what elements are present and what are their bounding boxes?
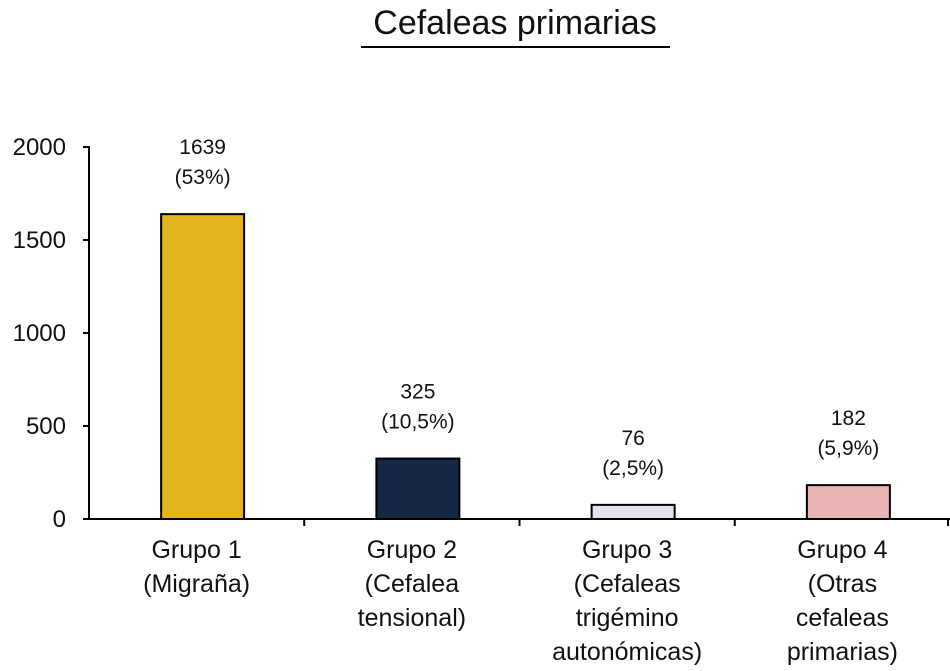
category-label: Grupo 2	[367, 536, 457, 564]
labels: 1639 (53%) Grupo 1 (Migraña) 325 (10,5%) Grupo…	[143, 136, 898, 666]
category-label: autonómicas)	[552, 638, 702, 666]
y-tick-label: 1000	[13, 320, 66, 347]
data-label-percent: (10,5%)	[381, 411, 455, 434]
bars	[160, 213, 891, 521]
bar-4	[805, 484, 891, 521]
data-label-value: 1639	[179, 136, 226, 159]
category-label: tensional)	[358, 604, 466, 632]
category-label: primarias)	[787, 638, 898, 666]
data-label-percent: (5,9%)	[817, 437, 879, 460]
bar-1	[160, 213, 246, 520]
category-label: (Migraña)	[143, 570, 250, 598]
bar-3	[590, 503, 676, 521]
category-label: cefaleas	[796, 604, 889, 632]
chart-title: Cefaleas primarias	[373, 4, 656, 42]
data-label-value: 325	[400, 381, 435, 404]
data-label-percent: (53%)	[175, 166, 231, 189]
y-tick-label: 500	[26, 413, 66, 440]
category-label: (Cefalea	[365, 570, 460, 598]
y-tick-label: 0	[53, 506, 66, 533]
bar-2	[375, 457, 461, 520]
category-label: trigémino	[576, 604, 679, 632]
y-tick-label: 1500	[13, 227, 66, 254]
category-label: Grupo 4	[797, 536, 887, 564]
data-label-value: 76	[621, 427, 644, 450]
data-label-percent: (2,5%)	[602, 457, 664, 480]
category-label: (Otras	[808, 570, 877, 598]
category-label: Grupo 1	[151, 536, 241, 564]
category-label: Grupo 3	[582, 536, 672, 564]
y-tick-label: 2000	[13, 134, 66, 161]
axes: 0 500 1000 1500 2000	[13, 134, 950, 533]
data-label-value: 182	[831, 407, 866, 430]
category-label: (Cefaleas	[574, 570, 681, 598]
